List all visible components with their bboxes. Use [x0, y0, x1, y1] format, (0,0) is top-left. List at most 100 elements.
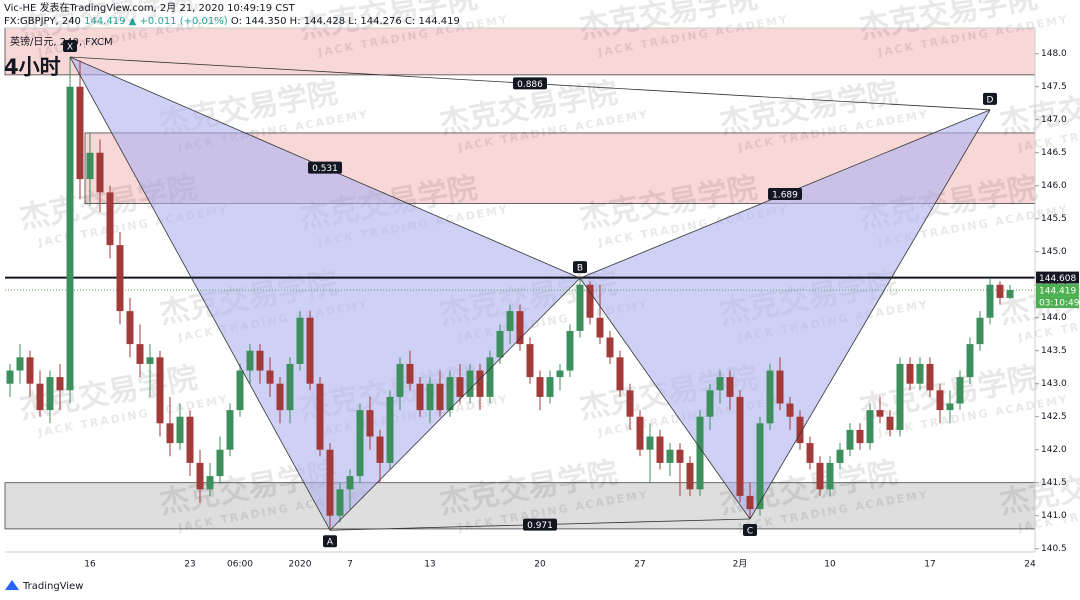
y-tick-label: 140.5 [1041, 544, 1067, 554]
y-tick-label: 143.5 [1041, 346, 1067, 356]
candle-body [976, 317, 984, 345]
point-marker [323, 535, 337, 548]
candle-body [936, 390, 944, 411]
y-tick-label: 144.0 [1041, 313, 1067, 323]
candle-body [686, 462, 694, 490]
candle-body [366, 410, 374, 437]
candle-body [866, 410, 874, 444]
y-tick-label: 145.0 [1041, 247, 1067, 257]
ratio-box [523, 518, 557, 531]
candle-body [136, 344, 144, 364]
candle-body [216, 449, 224, 477]
point-marker [63, 40, 77, 53]
candle-body [256, 350, 264, 371]
candle-body [166, 423, 174, 444]
x-tick-label: 16 [84, 560, 96, 570]
price-tag-label: 144.608 [1039, 274, 1076, 284]
candle-body [726, 377, 734, 397]
y-tick-label: 142.5 [1041, 412, 1067, 422]
candle-body [86, 152, 94, 180]
change: ▲ +0.011 (+0.01%) [129, 16, 228, 27]
pattern-fill [70, 57, 580, 531]
candle-body [326, 449, 334, 516]
candle-body [126, 311, 134, 345]
candle-body [756, 423, 764, 510]
candle-body [106, 192, 114, 246]
y-tick-label: 147.5 [1041, 82, 1067, 92]
candle-body [176, 416, 184, 444]
zone [4, 27, 1036, 76]
pattern-leg [579, 277, 751, 520]
candle-body [116, 245, 124, 312]
candle-body [586, 284, 594, 318]
point-marker [983, 92, 997, 105]
x-tick-label: 2020 [289, 560, 312, 570]
candle-body [476, 370, 484, 397]
countdown: 03:10:49 [1039, 299, 1080, 309]
high: H: 144.428 [290, 16, 345, 27]
candle-body [486, 357, 494, 397]
candle-body [516, 311, 524, 345]
candle-body [886, 416, 894, 430]
y-tick-label: 146.0 [1041, 181, 1067, 191]
candle-body [26, 357, 34, 384]
candle-body [386, 396, 394, 463]
y-tick-label: 146.5 [1041, 148, 1067, 158]
candle-body [416, 383, 424, 411]
x-tick-label: 13 [424, 560, 435, 570]
candle-body [346, 476, 354, 490]
candle-body [646, 436, 654, 450]
candle-body [336, 489, 344, 516]
point-marker [743, 524, 757, 537]
candle-body [6, 370, 14, 384]
x-tick-label: 2月 [733, 559, 748, 570]
candle-body [986, 284, 994, 318]
ratio-label: 0.971 [527, 521, 553, 531]
candle-body [196, 462, 204, 490]
y-tick-label: 147.0 [1041, 115, 1067, 125]
x-tick-label: 10 [824, 560, 836, 570]
candle-body [696, 416, 704, 490]
candle-body [996, 284, 1004, 298]
price-tag [1036, 284, 1079, 297]
candle-body [626, 390, 634, 417]
zone [4, 482, 1036, 530]
x-tick-label: 06:00 [227, 560, 253, 570]
ratio-box [768, 187, 802, 200]
candle-body [356, 410, 364, 477]
pattern-leg [749, 109, 991, 520]
pattern-fill [580, 109, 990, 520]
candle-body [816, 462, 824, 490]
candle-body [676, 449, 684, 463]
candle-body [376, 436, 384, 463]
ratio-label: 1.689 [772, 190, 798, 200]
candle-body [496, 330, 504, 358]
footer-logo [5, 580, 19, 590]
point-label: B [577, 264, 583, 274]
candle-body [16, 357, 24, 371]
candle-body [1006, 290, 1014, 298]
candle-body [706, 390, 714, 417]
candle-body [406, 363, 414, 384]
candle-body [526, 344, 534, 378]
y-tick-label: 142.0 [1041, 445, 1067, 455]
candle-body [456, 377, 464, 397]
candle-body [96, 152, 104, 193]
candle-body [776, 370, 784, 404]
ratio-box [308, 161, 342, 174]
candle-body [236, 370, 244, 411]
candle-body [666, 449, 674, 463]
ratio-box [513, 77, 547, 90]
candle-body [396, 363, 404, 397]
ratio-label: 0.531 [312, 164, 338, 174]
y-tick-label: 141.0 [1041, 511, 1067, 521]
candle-body [836, 449, 844, 463]
point-label: C [747, 527, 753, 537]
candle-body [296, 317, 304, 364]
candle-body [56, 377, 64, 391]
x-tick-label: 17 [924, 560, 935, 570]
candle-body [286, 363, 294, 411]
candle-body [606, 337, 614, 358]
candle-body [576, 284, 584, 331]
